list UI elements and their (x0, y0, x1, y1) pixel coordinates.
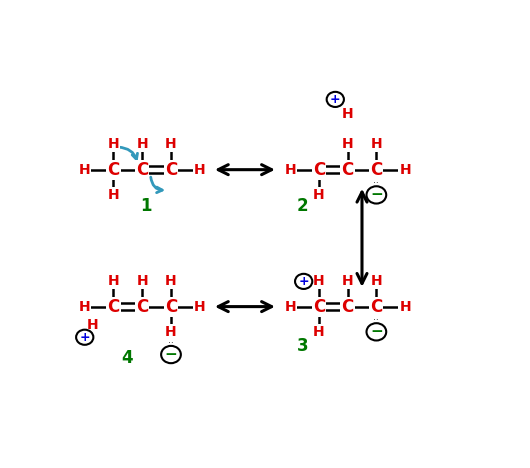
Text: H: H (108, 274, 119, 288)
Text: −: − (370, 324, 383, 339)
Text: C: C (136, 298, 148, 315)
Text: −: − (165, 347, 178, 362)
Text: C: C (341, 161, 354, 179)
Text: H: H (136, 274, 148, 288)
Text: H: H (313, 188, 325, 202)
Text: H: H (108, 138, 119, 152)
Text: H: H (370, 274, 382, 288)
Text: 4: 4 (121, 349, 133, 367)
Text: C: C (370, 298, 383, 315)
Text: 3: 3 (297, 337, 308, 355)
Text: C: C (165, 298, 177, 315)
Text: ··: ·· (168, 339, 174, 348)
Text: H: H (284, 163, 296, 177)
Text: H: H (342, 138, 354, 152)
Text: ··: ·· (374, 316, 379, 325)
Text: H: H (136, 138, 148, 152)
Text: H: H (370, 138, 382, 152)
Text: +: + (298, 275, 309, 288)
Text: C: C (313, 298, 325, 315)
Text: −: − (370, 187, 383, 202)
Text: H: H (342, 274, 354, 288)
Text: +: + (80, 331, 90, 344)
Text: C: C (108, 298, 120, 315)
Text: H: H (399, 163, 411, 177)
Text: 2: 2 (297, 197, 308, 215)
Text: C: C (136, 161, 148, 179)
Text: H: H (79, 163, 91, 177)
Text: +: + (330, 93, 341, 106)
Text: ··: ·· (374, 179, 379, 188)
Text: C: C (370, 161, 383, 179)
Text: H: H (313, 325, 325, 339)
Text: C: C (313, 161, 325, 179)
Text: H: H (165, 138, 177, 152)
Text: H: H (284, 300, 296, 314)
Text: H: H (108, 188, 119, 202)
Text: H: H (194, 300, 206, 314)
Text: 1: 1 (140, 197, 152, 215)
Text: H: H (313, 274, 325, 288)
Text: C: C (165, 161, 177, 179)
Text: H: H (342, 107, 354, 121)
Text: H: H (165, 325, 177, 339)
Text: C: C (108, 161, 120, 179)
Text: H: H (86, 318, 98, 332)
Text: H: H (399, 300, 411, 314)
Text: H: H (79, 300, 91, 314)
Text: H: H (194, 163, 206, 177)
Text: H: H (165, 274, 177, 288)
Text: C: C (341, 298, 354, 315)
